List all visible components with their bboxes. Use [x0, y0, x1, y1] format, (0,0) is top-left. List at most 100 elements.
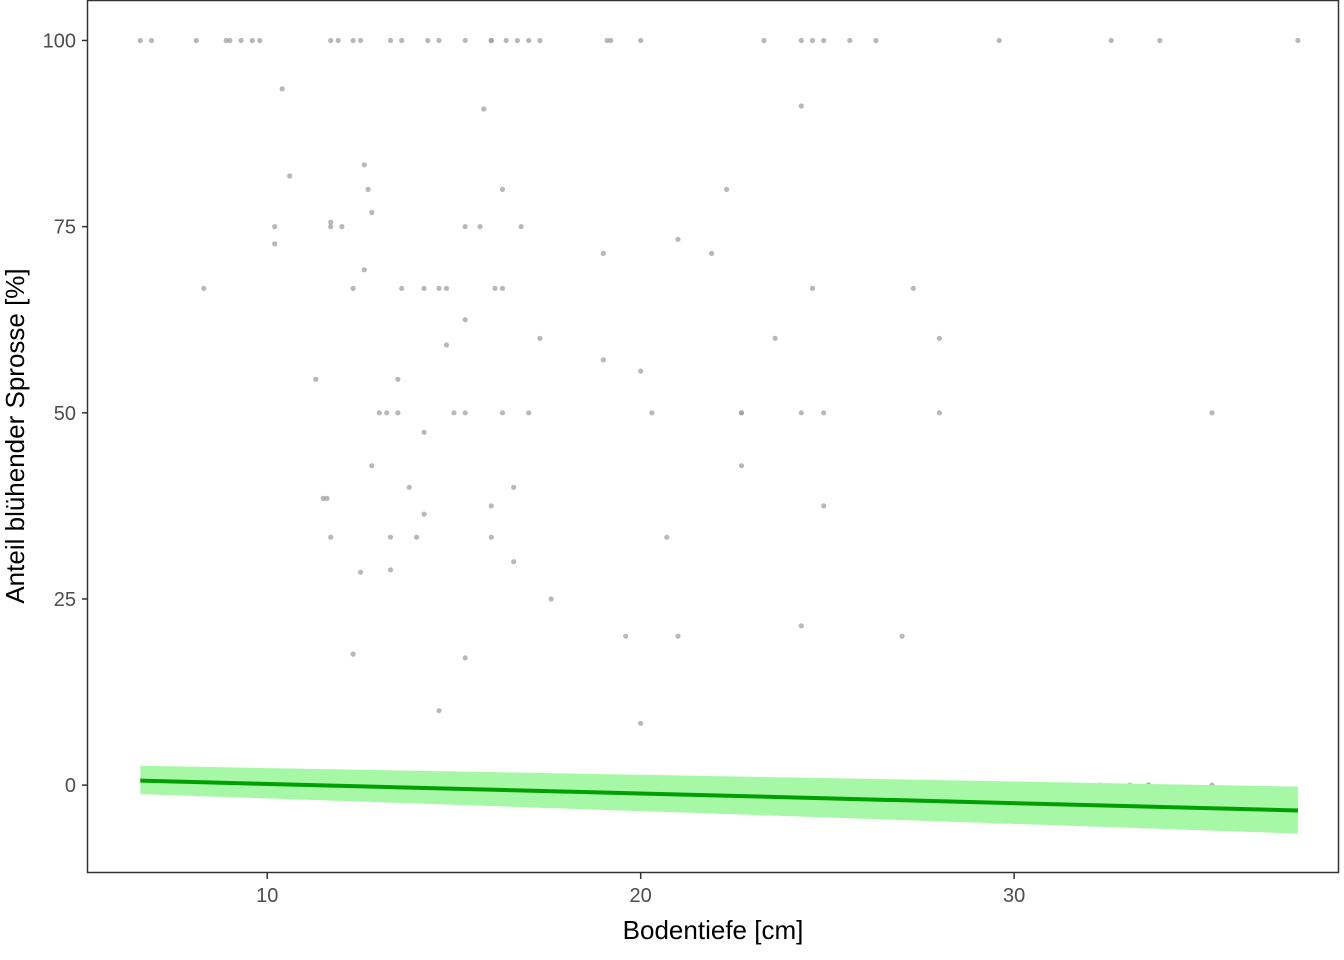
- data-point: [847, 37, 853, 44]
- data-point: [511, 484, 517, 490]
- data-point: [675, 236, 681, 242]
- data-point: [1209, 410, 1215, 416]
- x-axis: 10 20 30: [256, 873, 1025, 907]
- data-point: [358, 569, 364, 575]
- data-point: [809, 37, 816, 44]
- data-point: [238, 37, 244, 44]
- x-axis-title: Bodentiefe [cm]: [623, 915, 804, 945]
- data-point: [339, 224, 345, 230]
- data-point: [600, 250, 606, 256]
- data-point: [499, 410, 506, 416]
- data-point: [798, 623, 804, 629]
- data-point: [821, 37, 827, 44]
- data-point: [227, 37, 233, 44]
- data-point: [649, 410, 655, 416]
- data-point: [335, 37, 341, 44]
- data-point: [414, 534, 420, 540]
- y-axis: 0 25 50 75 100: [43, 30, 88, 797]
- data-point: [436, 285, 442, 291]
- data-point: [328, 534, 334, 540]
- data-point: [809, 285, 816, 291]
- x-tick-label: 10: [256, 885, 278, 907]
- data-point: [328, 37, 334, 44]
- data-point: [358, 37, 364, 44]
- data-point: [148, 37, 155, 44]
- regression-line: [140, 778, 1298, 813]
- x-tick-label: 20: [630, 885, 652, 907]
- data-point: [608, 37, 614, 44]
- data-point: [462, 655, 468, 661]
- data-point: [548, 596, 554, 602]
- data-point: [313, 376, 319, 382]
- data-point: [664, 534, 670, 540]
- y-tick-label: 50: [54, 403, 76, 425]
- data-point: [249, 37, 255, 44]
- data-point: [638, 37, 644, 44]
- data-point: [443, 285, 450, 291]
- data-point: [518, 224, 524, 230]
- data-point: [406, 484, 412, 490]
- data-point: [499, 285, 506, 291]
- data-point: [462, 410, 468, 416]
- data-point: [503, 37, 509, 44]
- data-point: [1157, 37, 1163, 44]
- data-point: [328, 224, 334, 230]
- data-point: [257, 37, 263, 44]
- data-point: [798, 103, 804, 109]
- data-point: [387, 37, 394, 44]
- data-point: [638, 368, 644, 374]
- data-point: [193, 37, 199, 44]
- data-point: [772, 335, 778, 341]
- data-point: [328, 219, 334, 225]
- data-point: [421, 429, 427, 435]
- data-point: [511, 559, 517, 565]
- data-point: [443, 342, 450, 348]
- data-point: [537, 37, 543, 44]
- data-point: [537, 335, 543, 341]
- data-point: [477, 224, 483, 230]
- data-point: [738, 410, 745, 416]
- data-point: [395, 376, 401, 382]
- data-point: [488, 503, 494, 509]
- data-point: [376, 410, 382, 416]
- data-point: [387, 534, 394, 540]
- data-point: [462, 224, 468, 230]
- data-point: [361, 267, 367, 273]
- data-point: [936, 410, 943, 416]
- data-point: [821, 503, 827, 509]
- data-point: [623, 633, 629, 639]
- data-point: [436, 708, 442, 714]
- data-point: [488, 37, 494, 44]
- data-point: [320, 495, 326, 501]
- data-point: [873, 37, 879, 44]
- data-point: [272, 224, 278, 230]
- data-point: [798, 410, 804, 416]
- data-point: [499, 186, 506, 192]
- x-tick-label: 30: [1003, 885, 1025, 907]
- panel-background: [87, 0, 1339, 873]
- data-point: [436, 37, 442, 44]
- data-point: [910, 285, 916, 291]
- data-point: [936, 335, 943, 341]
- panel-border: [86, 0, 1340, 874]
- data-point: [272, 241, 278, 247]
- y-tick-label: 0: [65, 775, 76, 797]
- data-point: [137, 37, 143, 44]
- data-point: [399, 37, 405, 44]
- data-point: [421, 511, 427, 517]
- data-point: [761, 37, 767, 44]
- data-point: [996, 37, 1002, 44]
- data-point: [462, 317, 468, 323]
- data-point: [738, 463, 745, 469]
- data-point: [369, 209, 375, 216]
- data-point: [604, 37, 610, 44]
- data-point: [821, 410, 827, 416]
- confidence-band: [140, 765, 1298, 834]
- y-tick-label: 25: [54, 589, 76, 611]
- data-point: [395, 410, 401, 416]
- data-point: [425, 37, 431, 44]
- data-point: [324, 495, 330, 501]
- y-tick-label: 100: [43, 30, 76, 52]
- data-point: [798, 37, 804, 44]
- data-point: [526, 410, 532, 416]
